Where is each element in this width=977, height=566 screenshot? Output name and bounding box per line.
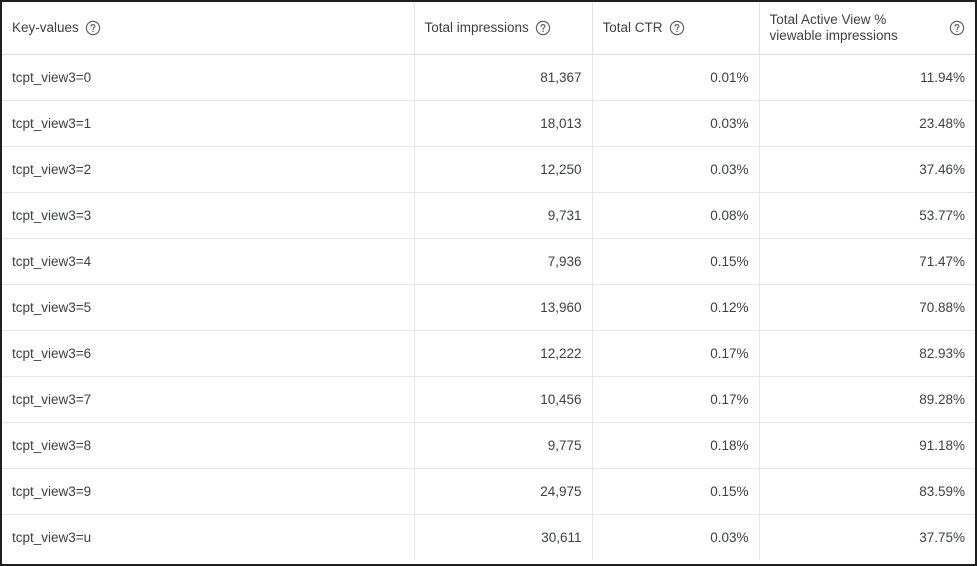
column-header-total-ctr[interactable]: Total CTR: [591, 2, 759, 55]
cell-viewable-impressions: 82.93%: [758, 330, 975, 377]
table-row: tcpt_view3=1 18,013 0.03% 23.48%: [2, 100, 975, 147]
table-row: tcpt_view3=u 30,611 0.03% 37.75%: [2, 514, 975, 560]
column-header-active-view-viewable[interactable]: Total Active View % viewable impressions: [758, 2, 975, 55]
cell-key-value: tcpt_view3=6: [2, 330, 414, 377]
cell-total-impressions: 24,975: [413, 468, 592, 515]
cell-key-value: tcpt_view3=u: [12, 529, 92, 545]
cell-total-ctr: 0.17%: [591, 330, 759, 377]
cell-key-value: tcpt_view3=3: [2, 192, 414, 239]
cell-total-ctr: 0.03%: [591, 146, 759, 193]
cell-key-value: tcpt_view3=0: [2, 54, 414, 101]
cell-total-impressions: 13,960: [413, 284, 592, 331]
table-row: tcpt_view3=9 24,975 0.15% 83.59%: [2, 468, 975, 515]
cell-total-ctr: 0.08%: [591, 192, 759, 239]
table-row: tcpt_view3=8 9,775 0.18% 91.18%: [2, 422, 975, 469]
cell-total-ctr: 0.15%: [591, 468, 759, 515]
cell-total-ctr: 0.15%: [591, 238, 759, 285]
cell-key-value: tcpt_view3=4: [2, 238, 414, 285]
cell-total-ctr: 0.01%: [591, 54, 759, 101]
cell-total-impressions: 30,611: [413, 514, 592, 560]
cell-total-impressions: 12,250: [413, 146, 592, 193]
cell-total-impressions: 12,222: [413, 330, 592, 377]
cell-key-value: tcpt_view3=9: [2, 468, 414, 515]
cell-total-impressions: 7,936: [413, 238, 592, 285]
cell-total-ctr: 0.03%: [591, 514, 759, 560]
table-row: tcpt_view3=5 13,960 0.12% 70.88%: [2, 284, 975, 331]
cell-viewable-impressions: 53.77%: [758, 192, 975, 239]
cell-total-impressions: 9,731: [413, 192, 592, 239]
table-row: tcpt_view3=0 81,367 0.01% 11.94%: [2, 54, 975, 101]
cell-viewable-impressions: 11.94%: [758, 54, 975, 101]
table-header-row: Key-values Total impressions: [2, 2, 975, 55]
cell-total-ctr: 0.17%: [591, 376, 759, 423]
cell-viewable-impressions: 70.88%: [758, 284, 975, 331]
column-header-label: Total impressions: [424, 19, 529, 35]
column-header-label: Total CTR: [602, 19, 663, 35]
cell-total-impressions: 18,013: [413, 100, 592, 147]
cell-total-ctr: 0.12%: [591, 284, 759, 331]
cell-viewable-impressions: 37.75%: [758, 514, 975, 560]
cell-total-impressions: 9,775: [413, 422, 592, 469]
table-row: tcpt_view3=4 7,936 0.15% 71.47%: [2, 238, 975, 285]
column-header-total-impressions[interactable]: Total impressions: [413, 2, 592, 55]
help-circle-icon[interactable]: [949, 20, 965, 36]
cell-total-impressions: 10,456: [413, 376, 592, 423]
table-row: tcpt_view3=7 10,456 0.17% 89.28%: [2, 376, 975, 423]
column-header-label: Key-values: [12, 19, 79, 35]
help-circle-icon[interactable]: [535, 20, 551, 36]
cell-total-ctr: 0.18%: [591, 422, 759, 469]
help-circle-icon[interactable]: [669, 20, 685, 36]
column-header-key-values[interactable]: Key-values: [2, 2, 414, 55]
table-row: tcpt_view3=2 12,250 0.03% 37.46%: [2, 146, 975, 193]
cell-viewable-impressions: 71.47%: [758, 238, 975, 285]
help-circle-icon[interactable]: [85, 20, 101, 36]
cell-viewable-impressions: 83.59%: [758, 468, 975, 515]
cell-key-value: tcpt_view3=8: [2, 422, 414, 469]
cell-key-value: tcpt_view3=2: [2, 146, 414, 193]
cell-key-value: tcpt_view3=1: [2, 100, 414, 147]
table-row: tcpt_view3=3 9,731 0.08% 53.77%: [2, 192, 975, 239]
column-header-label: Total Active View % viewable impressions: [769, 11, 898, 43]
table-row: tcpt_view3=6 12,222 0.17% 82.93%: [2, 330, 975, 377]
cell-viewable-impressions: 91.18%: [758, 422, 975, 469]
cell-viewable-impressions: 23.48%: [758, 100, 975, 147]
cell-key-value: tcpt_view3=7: [2, 376, 414, 423]
cell-viewable-impressions: 89.28%: [758, 376, 975, 423]
cell-key-value: tcpt_view3=5: [2, 284, 414, 331]
cell-total-impressions: 81,367: [413, 54, 592, 101]
cell-total-ctr: 0.03%: [591, 100, 759, 147]
cell-viewable-impressions: 37.46%: [758, 146, 975, 193]
